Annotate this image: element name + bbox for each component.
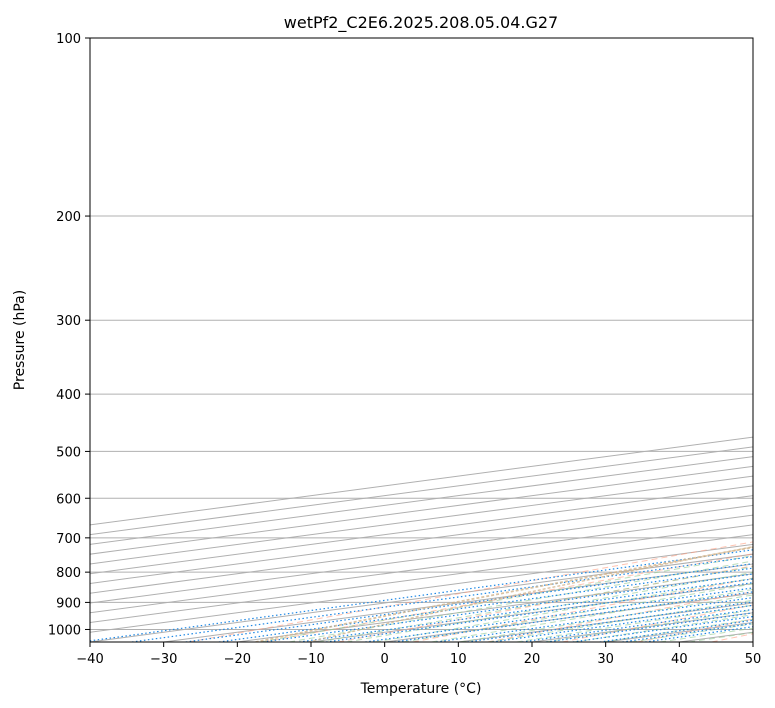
y-tick-label: 500 — [56, 445, 81, 460]
moist-adiabat-lines — [260, 555, 753, 642]
mixing-ratio-line — [436, 596, 753, 642]
mixing-ratio-line — [90, 549, 753, 642]
chart-title: wetPf2_C2E6.2025.208.05.04.G27 — [284, 13, 558, 33]
isotherm-line — [90, 465, 753, 555]
y-axis-ticks: 100 200 300 400 500 600 700 800 900 1000 — [48, 32, 90, 638]
moist-adiabat-line — [403, 583, 753, 642]
isotherm-line — [90, 495, 753, 584]
x-axis-label: Temperature (°C) — [360, 681, 482, 697]
x-tick-label: 10 — [450, 652, 467, 667]
x-tick-label: 40 — [671, 652, 688, 667]
y-axis-label: Pressure (hPa) — [12, 290, 28, 390]
mixing-ratio-line — [467, 601, 753, 642]
x-tick-label: 50 — [745, 652, 762, 667]
y-tick-label: 1000 — [48, 623, 81, 638]
x-tick-label: −40 — [76, 652, 103, 667]
moist-adiabat-line — [317, 566, 753, 642]
y-tick-label: 200 — [56, 210, 81, 225]
x-axis-ticks: −40 −30 −20 −10 0 10 20 30 40 50 — [76, 642, 761, 667]
mixing-ratio-line — [522, 608, 753, 642]
y-tick-label: 900 — [56, 596, 81, 611]
x-tick-label: 0 — [381, 652, 389, 667]
x-tick-label: −10 — [297, 652, 324, 667]
x-tick-label: −20 — [224, 652, 251, 667]
y-tick-label: 400 — [56, 388, 81, 403]
mixing-ratio-line — [492, 604, 753, 642]
isotherm-line — [90, 514, 753, 604]
y-tick-label: 300 — [56, 314, 81, 329]
mixing-ratio-line — [131, 555, 753, 642]
plot-area: −100−90−80−70−60−50−40−30−20−10010203040… — [90, 38, 753, 642]
y-tick-label: 100 — [56, 32, 81, 47]
y-tick-label: 800 — [56, 566, 81, 581]
mixing-ratio-lines — [90, 549, 753, 642]
pressure-gridlines — [90, 38, 753, 630]
moist-adiabat-line — [346, 571, 753, 642]
plot-frame — [89, 37, 754, 643]
dry-adiabat-line — [338, 565, 753, 642]
isotherm-line — [90, 485, 753, 575]
boundary-curves — [255, 546, 753, 642]
dry-adiabat-line — [487, 591, 753, 642]
x-tick-label: 30 — [597, 652, 614, 667]
isotherm-line — [90, 534, 753, 623]
isotherm-line — [90, 475, 753, 565]
isotherm-line — [90, 504, 753, 594]
isotherm-line — [90, 456, 753, 545]
mixing-ratio-line — [394, 591, 753, 642]
x-tick-label: −30 — [150, 652, 177, 667]
y-tick-label: 700 — [56, 532, 81, 547]
x-tick-label: 20 — [524, 652, 541, 667]
isotherm-line — [90, 524, 753, 614]
boundary-curve — [255, 546, 753, 642]
y-tick-label: 600 — [56, 492, 81, 507]
isotherm-lines — [90, 436, 753, 642]
